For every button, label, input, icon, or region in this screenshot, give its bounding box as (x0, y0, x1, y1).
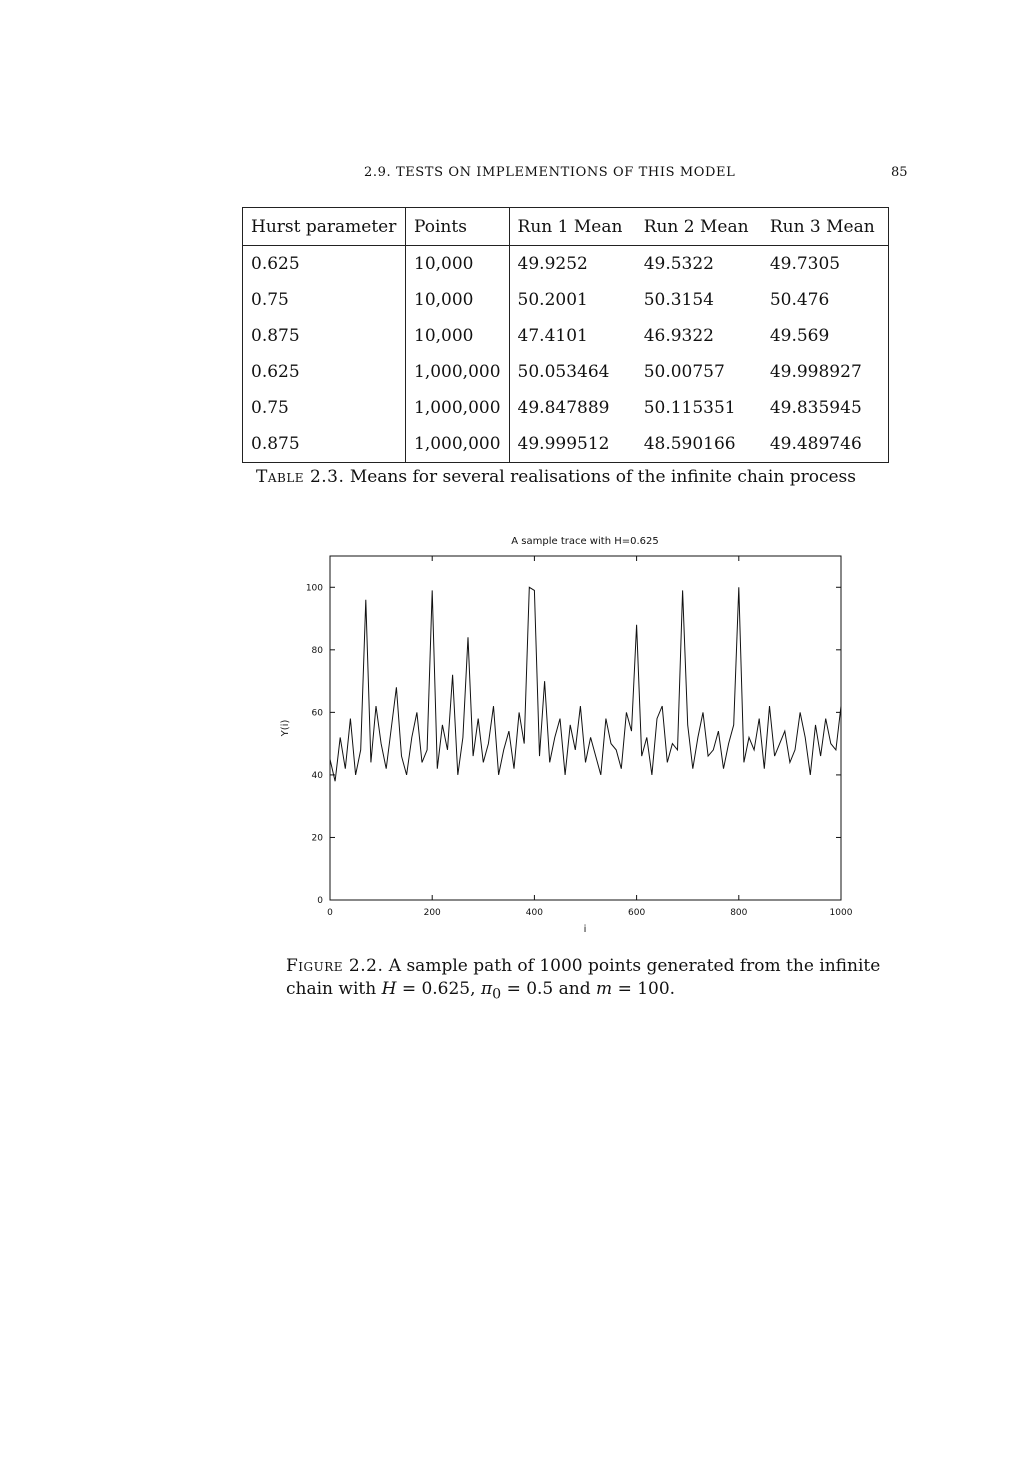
figure-caption-label: Figure 2.2. (286, 956, 384, 976)
table-cell: 10,000 (405, 245, 510, 282)
table-row: 0.625 1,000,000 50.053464 50.00757 49.99… (242, 354, 889, 390)
x-tick-label: 800 (730, 908, 747, 918)
table-row: 0.75 10,000 50.2001 50.3154 50.476 (242, 282, 889, 318)
trace-line (329, 586, 842, 782)
table-cell: 50.115351 (643, 398, 736, 418)
table-cell: 48.590166 (635, 426, 762, 463)
running-head: 2.9. TESTS ON IMPLEMENTIONS OF THIS MODE… (0, 165, 1031, 185)
table-caption-label: Table 2.3. (256, 467, 345, 487)
x-tick-label: 1000 (830, 908, 853, 918)
table-cell: 49.9252 (517, 254, 588, 274)
x-tick-label: 600 (628, 908, 645, 918)
table-cell: 0.875 (242, 426, 406, 463)
eq-pi: = 0.5 and (506, 979, 591, 999)
table-cell: 1,000,000 (405, 354, 510, 390)
pi-subscript: 0 (492, 986, 502, 1003)
sample-trace-chart: A sample trace with H=0.625 0 20 40 60 80 100… (280, 536, 853, 935)
table-caption: Table 2.3. Means for several realisation… (256, 467, 856, 487)
table-cell: 50.00757 (643, 362, 725, 382)
table-cell: 0.875 (242, 318, 406, 354)
table-header-cell: Run 2 Mean (635, 207, 762, 246)
table-cell: 49.999512 (509, 426, 636, 463)
y-tick-label: 20 (312, 833, 324, 843)
y-tick-label: 60 (312, 708, 324, 718)
table-cell: 0.75 (242, 390, 406, 426)
y-axis-label: Y(i) (280, 720, 291, 738)
table-caption-text: Means for several realisations of the in… (349, 467, 856, 487)
table-row: 0.75 1,000,000 49.847889 50.115351 49.83… (242, 390, 889, 426)
table-cell: 50.3154 (643, 290, 714, 310)
math-m: m (596, 979, 613, 999)
table-cell: 49.847889 (517, 398, 610, 418)
table-cell: 49.835945 (761, 390, 889, 426)
x-axis-ticks: 0 200 400 600 800 1000 (327, 556, 853, 918)
x-tick-label: 200 (424, 908, 441, 918)
table-cell: 46.9322 (643, 326, 714, 346)
y-tick-label: 40 (312, 771, 324, 781)
table-header-cell: Points (405, 207, 510, 246)
eq-m: = 100. (617, 979, 676, 999)
table-cell: 0.75 (242, 282, 406, 318)
table-row: 0.625 10,000 49.9252 49.5322 49.7305 (242, 245, 889, 282)
table-cell: 1,000,000 (405, 390, 510, 426)
table-header-cell: Run 1 Mean (509, 207, 636, 246)
table-cell: 10,000 (405, 318, 510, 354)
table-cell: 10,000 (405, 282, 510, 318)
table-header-row: Hurst parameter Points Run 1 Mean Run 2 … (242, 207, 889, 246)
table-row: 0.875 1,000,000 49.999512 48.590166 49.4… (242, 426, 889, 463)
table-cell: 49.489746 (761, 426, 889, 463)
math-pi: π (480, 979, 493, 999)
table-header-cell: Hurst parameter (242, 207, 406, 246)
table-row: 0.875 10,000 47.4101 46.9322 49.569 (242, 318, 889, 354)
y-axis-ticks: 0 20 40 60 80 100 (306, 583, 841, 906)
math-h: H (381, 979, 397, 999)
figure-caption-text: A sample path of 1000 points generated f… (286, 956, 881, 999)
page-number: 85 (891, 165, 908, 180)
table-cell: 50.2001 (517, 290, 588, 310)
table-cell: 49.7305 (761, 245, 889, 282)
table-header-cell: Run 3 Mean (761, 207, 889, 246)
table-cell: 47.4101 (517, 326, 588, 346)
table-cell: 49.998927 (761, 354, 889, 390)
y-tick-label: 80 (312, 646, 324, 656)
y-tick-label: 0 (317, 896, 323, 906)
eq-h: = 0.625, (401, 979, 476, 999)
y-tick-label: 100 (306, 583, 323, 593)
table-cell: 0.625 (242, 354, 406, 390)
plot-frame (329, 555, 842, 901)
table-cell: 50.476 (761, 282, 889, 318)
x-tick-label: 400 (526, 908, 543, 918)
x-tick-label: 0 (327, 908, 333, 918)
running-title: 2.9. TESTS ON IMPLEMENTIONS OF THIS MODE… (364, 165, 736, 180)
figure-caption: Figure 2.2. A sample path of 1000 points… (286, 955, 886, 1006)
x-axis-label: i (584, 924, 587, 935)
table-cell: 0.625 (242, 245, 406, 282)
means-table: Hurst parameter Points Run 1 Mean Run 2 … (242, 207, 889, 463)
table-cell: 1,000,000 (405, 426, 510, 463)
table-cell: 49.5322 (643, 254, 714, 274)
table-cell: 49.569 (761, 318, 889, 354)
table-cell: 50.053464 (517, 362, 610, 382)
chart-title: A sample trace with H=0.625 (511, 536, 658, 547)
